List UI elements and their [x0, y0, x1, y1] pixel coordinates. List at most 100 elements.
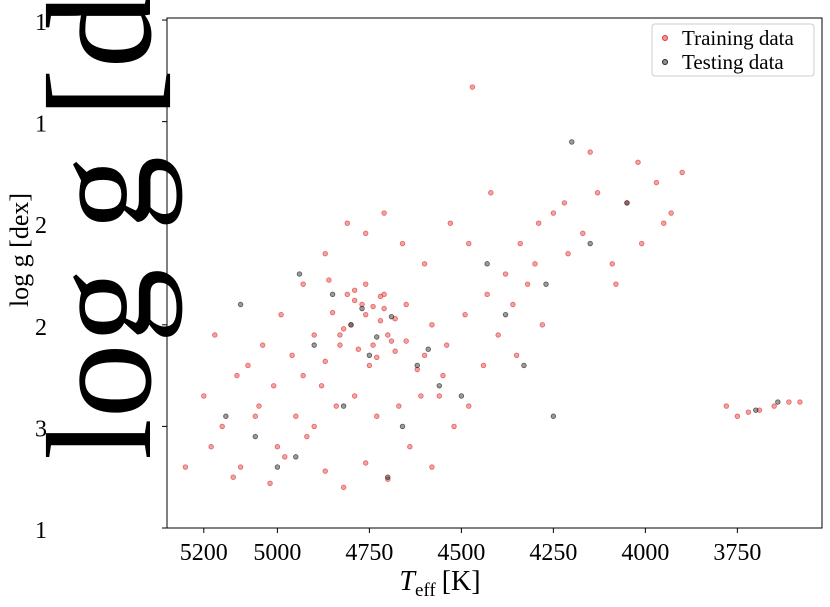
data-point [753, 407, 759, 413]
x-label-subscript: eff [415, 580, 436, 601]
data-point [300, 372, 306, 379]
y-tick-label: 2 [35, 213, 47, 239]
data-point [348, 322, 354, 328]
data-point [458, 393, 465, 399]
y-tick-label: 1 [35, 518, 47, 544]
data-point [337, 342, 343, 348]
data-point [274, 444, 281, 450]
data-point [237, 464, 244, 470]
data-point [447, 220, 454, 226]
data-point [344, 291, 351, 298]
data-point [366, 352, 373, 358]
data-point [340, 484, 347, 491]
data-point [443, 342, 450, 348]
data-point [587, 149, 593, 155]
x-tick-label: 5200 [180, 540, 228, 566]
data-point [480, 362, 487, 369]
data-point [252, 433, 259, 440]
data-point [510, 301, 516, 308]
data-point [329, 291, 336, 298]
data-point [333, 403, 339, 409]
data-point [521, 362, 527, 369]
data-point [653, 179, 660, 186]
data-point [326, 277, 332, 283]
data-point [293, 454, 299, 460]
data-point [462, 311, 468, 318]
data-point [289, 352, 295, 358]
data-point [344, 220, 351, 226]
plot-frame [166, 17, 823, 529]
data-point [208, 444, 214, 450]
data-point [396, 403, 402, 409]
data-point [403, 301, 409, 308]
data-point [436, 393, 443, 399]
data-point [322, 250, 328, 257]
data-point [407, 444, 413, 450]
data-point [609, 261, 615, 267]
data-point [421, 261, 428, 267]
data-point [403, 338, 409, 344]
x-axis-label: Teff [K] [399, 566, 480, 601]
data-point [488, 190, 494, 196]
data-point [466, 240, 472, 247]
data-point [565, 250, 571, 257]
data-point [219, 423, 225, 430]
data-point [469, 84, 476, 90]
data-point [399, 240, 406, 247]
data-point [502, 311, 509, 318]
data-point [561, 200, 568, 206]
y-tick-label: 2 [35, 315, 47, 341]
data-point [318, 383, 325, 389]
data-point [436, 383, 443, 389]
data-point [786, 399, 792, 405]
y-tick-label: 3 [35, 416, 47, 442]
data-point [311, 423, 317, 430]
data-point [429, 464, 435, 470]
data-point [311, 342, 317, 348]
data-point [374, 413, 380, 419]
data-point [296, 271, 303, 277]
y-tick-label: 1 [35, 112, 47, 138]
data-point [259, 342, 266, 348]
data-point [282, 454, 288, 460]
data-point [451, 423, 457, 430]
data-point [624, 200, 630, 206]
data-point [377, 293, 384, 300]
data-point [230, 474, 236, 480]
data-point [274, 464, 281, 470]
data-point [495, 332, 501, 338]
y-axis-label-large: log g [dex] [17, 0, 183, 460]
data-point [340, 326, 347, 332]
data-point [517, 240, 523, 247]
data-point [399, 423, 406, 430]
data-point [245, 362, 251, 369]
data-point [392, 348, 398, 354]
data-point [363, 311, 369, 318]
data-point [359, 305, 365, 312]
data-point [366, 362, 373, 369]
data-point [543, 281, 549, 287]
data-point [370, 342, 376, 348]
data-point [580, 230, 586, 237]
data-point [587, 240, 593, 247]
data-point [425, 346, 431, 352]
data-point [359, 301, 365, 308]
legend-label: Testing data [682, 50, 784, 74]
data-point [355, 346, 362, 352]
data-point [429, 322, 435, 328]
data-point [539, 322, 546, 328]
data-point [414, 366, 420, 373]
x-label-symbol: T [399, 566, 417, 597]
data-point [513, 352, 520, 358]
data-point [388, 313, 395, 320]
data-point [256, 403, 262, 409]
data-point [381, 210, 387, 216]
data-point [775, 399, 781, 405]
data-point [484, 291, 490, 298]
x-tick-label: 4750 [345, 540, 393, 566]
data-point [594, 190, 601, 196]
data-point [363, 281, 369, 287]
y-axis-label: log g [dex] [5, 193, 34, 307]
data-point [322, 468, 328, 474]
legend-marker [662, 59, 668, 65]
